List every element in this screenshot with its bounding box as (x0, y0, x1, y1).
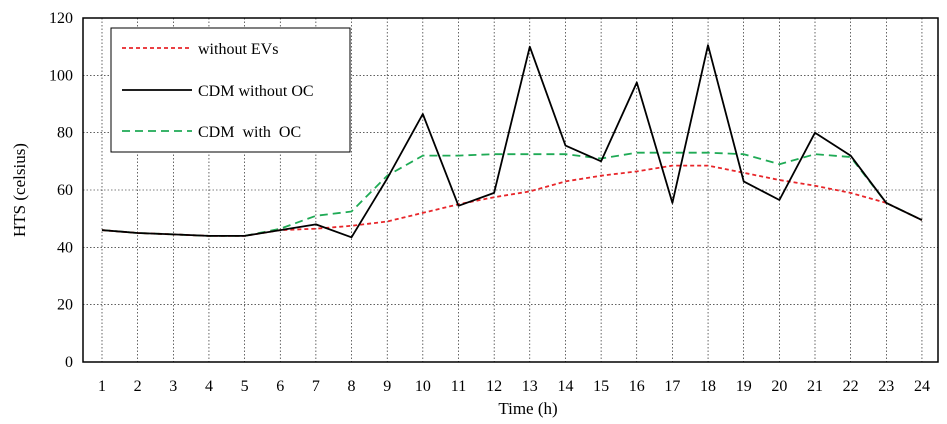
x-axis-title: Time (h) (498, 399, 557, 418)
y-tick-label: 80 (57, 125, 73, 142)
x-tick-label: 8 (348, 378, 356, 395)
x-tick-label: 12 (486, 378, 502, 395)
plot-frame (82, 17, 939, 363)
y-tick-label: 120 (49, 10, 73, 27)
legend-label-cdm-with-oc: CDM with OC (198, 124, 301, 141)
y-tick-label: 100 (49, 67, 73, 84)
y-tick-label: 40 (57, 239, 73, 256)
y-axis-title: HTS (celsius) (10, 143, 29, 237)
legend-label-without-evs: without EVs (198, 41, 278, 58)
series-line (101, 44, 923, 239)
x-tick-label: 17 (664, 378, 680, 395)
x-tick-label: 22 (843, 378, 859, 395)
x-tick-label: 21 (807, 378, 823, 395)
x-tick-label: 16 (629, 378, 645, 395)
y-tick-label: 60 (57, 182, 73, 199)
x-tick-label: 4 (205, 378, 213, 395)
x-tick-label: 1 (98, 378, 106, 395)
x-tick-label: 13 (522, 378, 538, 395)
legend-label-cdm-without-oc: CDM without OC (198, 83, 314, 100)
x-tick-label: 5 (241, 378, 249, 395)
x-tick-label: 3 (169, 378, 177, 395)
y-tick-label: 20 (57, 297, 73, 314)
x-tick-label: 10 (415, 378, 431, 395)
x-tick-labels: 1 2 3 4 5 6 7 8 9 10 11 12 13 14 15 16 17 18 19 20 21 22 23 24 (98, 378, 930, 395)
x-tick-label: 9 (383, 378, 391, 395)
y-tick-labels: 0 20 40 60 80 100 120 (49, 10, 73, 371)
x-tick-label: 7 (312, 378, 320, 395)
series-lines (101, 44, 923, 239)
x-tick-label: 14 (557, 378, 573, 395)
legend: without EVs CDM without OC CDM with OC (110, 27, 351, 153)
x-tick-label: 18 (700, 378, 716, 395)
x-tick-label: 19 (736, 378, 752, 395)
x-tick-label: 20 (771, 378, 787, 395)
x-tick-label: 6 (276, 378, 284, 395)
x-tick-label: 24 (914, 378, 930, 395)
x-tick-label: 23 (878, 378, 894, 395)
y-tick-label: 0 (65, 354, 73, 371)
series-line (101, 164, 923, 237)
x-tick-label: 15 (593, 378, 609, 395)
x-tick-label: 2 (134, 378, 142, 395)
x-tick-label: 11 (451, 378, 466, 395)
